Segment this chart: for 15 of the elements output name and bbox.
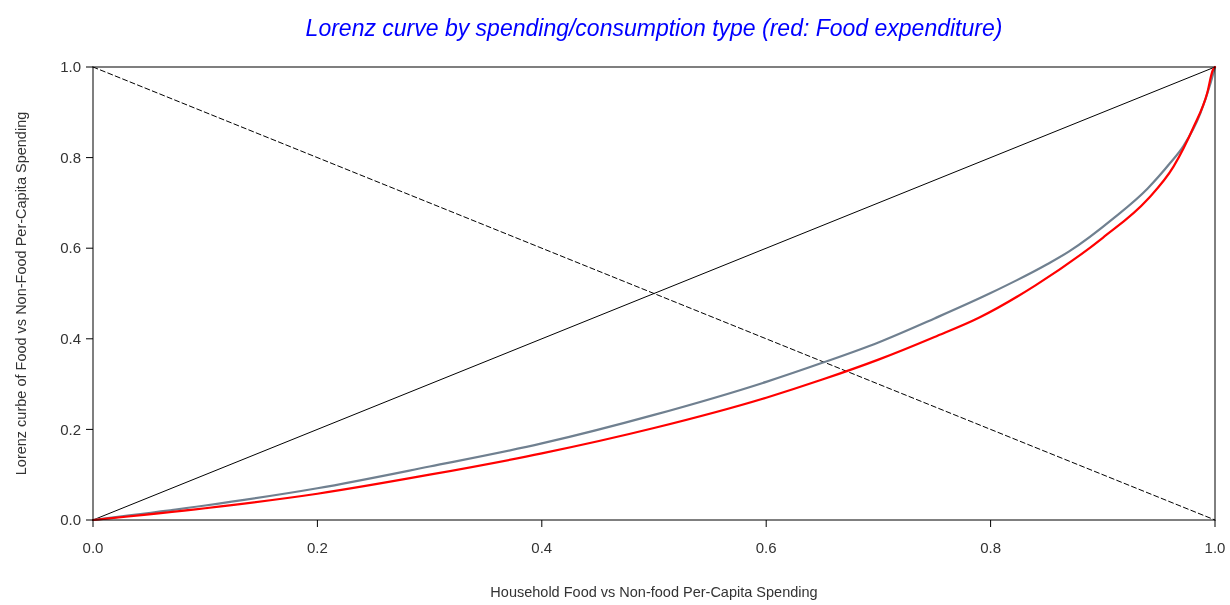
y-tick-label: 0.0 [60,511,81,529]
chart-title: Lorenz curve by spending/consumption type (red: Food expenditure) [305,15,1003,41]
x-tick-label: 0.6 [755,539,777,556]
x-tick-label: 1.0 [1204,539,1226,556]
y-tick-label: 1.0 [60,58,81,76]
y-tick-label: 0.2 [60,420,81,438]
y-tick-label: 0.4 [60,330,81,348]
y-tick-label: 0.8 [60,148,81,166]
y-axis-title: Lorenz curbe of Food vs Non-Food Per-Capita Spending [13,111,29,476]
x-tick-label: 0.4 [531,539,553,556]
x-tick-label: 0.8 [980,539,1002,556]
x-tick-label: 0.2 [306,539,328,556]
x-axis-title: Household Food vs Non-food Per-Capita Spending [490,584,818,600]
x-tick-label: 0.0 [82,539,104,556]
y-tick-label: 0.6 [60,239,81,257]
